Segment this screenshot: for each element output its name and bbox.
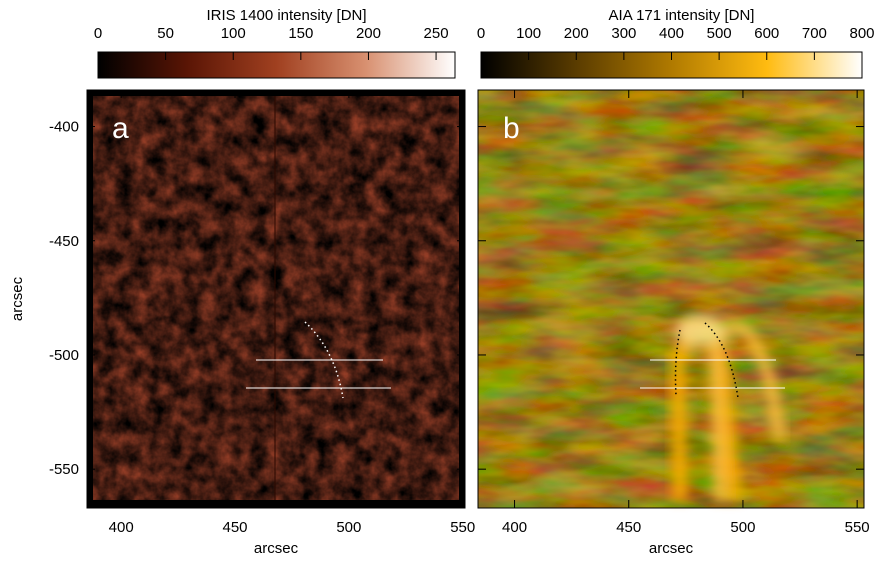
colorbar-tick-label: 600 [754, 25, 779, 42]
x-tick-label: 450 [616, 519, 641, 536]
y-tick-label: -450 [49, 233, 79, 250]
x-axis-label: arcsec [254, 540, 299, 557]
colorbar-tick-label: 400 [659, 25, 684, 42]
colorbar-tick-label: 300 [611, 25, 636, 42]
colorbar-label: IRIS 1400 intensity [DN] [206, 7, 366, 24]
x-axis-label: arcsec [649, 540, 694, 557]
x-tick-label: 550 [450, 519, 475, 536]
colorbar-label: AIA 171 intensity [DN] [609, 7, 755, 24]
colorbar-tick-label: 0 [477, 25, 485, 42]
x-tick-label: 400 [502, 519, 527, 536]
panel-label: a [112, 112, 129, 145]
y-tick-label: -500 [49, 347, 79, 364]
colorbar-tick-label: 0 [94, 25, 102, 42]
x-tick-label: 450 [222, 519, 247, 536]
colorbar-tick-label: 500 [707, 25, 732, 42]
x-tick-label: 500 [336, 519, 361, 536]
plot-frame [477, 89, 865, 509]
colorbar-tick-label: 50 [157, 25, 174, 42]
colorbar-tick-label: 250 [424, 25, 449, 42]
y-tick-label: -550 [49, 461, 79, 478]
colorbar-tick-label: 150 [288, 25, 313, 42]
image-b [478, 90, 864, 508]
x-tick-label: 400 [109, 519, 134, 536]
colorbar [97, 51, 456, 79]
y-tick-label: -400 [49, 119, 79, 136]
image-a [87, 90, 465, 508]
panel-label: b [503, 112, 520, 145]
colorbar-tick-label: 800 [849, 25, 874, 42]
colorbar-tick-label: 200 [356, 25, 381, 42]
colorbar-tick-label: 700 [802, 25, 827, 42]
colorbar-tick-label: 100 [221, 25, 246, 42]
x-tick-label: 550 [845, 519, 870, 536]
colorbar-tick-label: 200 [564, 25, 589, 42]
y-axis-label: arcsec [9, 276, 26, 321]
colorbar-tick-label: 100 [516, 25, 541, 42]
x-tick-label: 500 [730, 519, 755, 536]
plot-frame [86, 89, 466, 509]
